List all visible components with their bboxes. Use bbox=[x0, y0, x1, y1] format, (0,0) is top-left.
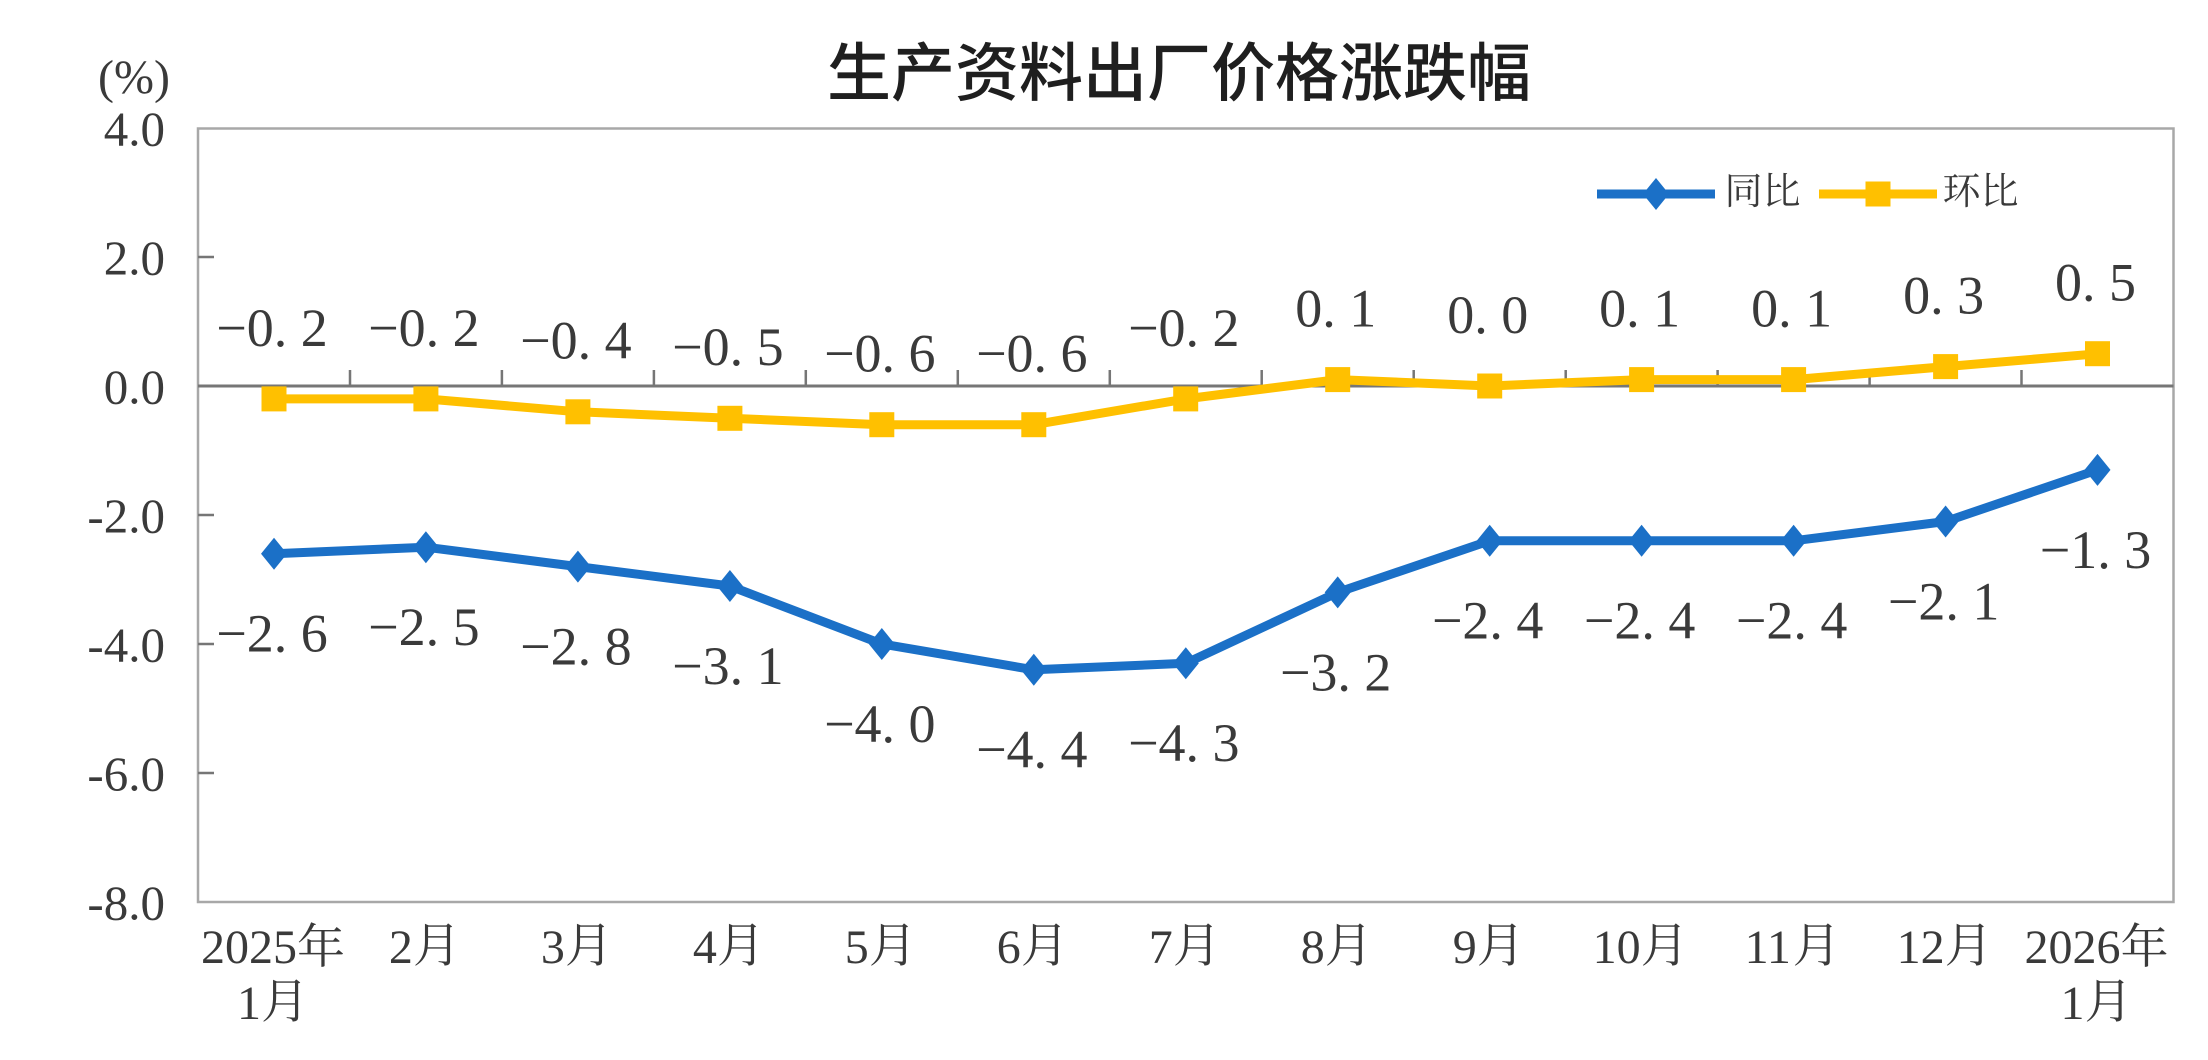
svg-text:0. 3: 0. 3 bbox=[1903, 266, 1984, 326]
svg-text:7: 7 bbox=[1149, 921, 1173, 974]
svg-text:−3. 2: −3. 2 bbox=[1280, 642, 1391, 702]
svg-text:9: 9 bbox=[1453, 921, 1477, 974]
svg-text:−0. 5: −0. 5 bbox=[672, 317, 783, 377]
svg-text:0. 1: 0. 1 bbox=[1751, 278, 1832, 338]
svg-text:4: 4 bbox=[693, 921, 717, 974]
svg-text:−2. 4: −2. 4 bbox=[1432, 591, 1543, 651]
svg-text:6: 6 bbox=[997, 921, 1021, 974]
svg-text:0. 0: 0. 0 bbox=[1447, 285, 1528, 345]
svg-text:(%): (%) bbox=[98, 51, 170, 104]
svg-text:−0. 2: −0. 2 bbox=[1128, 298, 1239, 358]
svg-text:-4.0: -4.0 bbox=[87, 618, 165, 673]
svg-text:0. 1: 0. 1 bbox=[1295, 278, 1376, 338]
svg-text:−0. 2: −0. 2 bbox=[368, 298, 479, 358]
svg-text:−2. 5: −2. 5 bbox=[368, 597, 479, 657]
svg-text:-6.0: -6.0 bbox=[87, 747, 165, 802]
svg-text:−4. 0: −4. 0 bbox=[824, 694, 935, 754]
svg-text:−2. 4: −2. 4 bbox=[1736, 591, 1847, 651]
svg-text:−2. 6: −2. 6 bbox=[216, 604, 327, 664]
svg-text:1: 1 bbox=[2061, 977, 2085, 1030]
svg-text:−2. 1: −2. 1 bbox=[1888, 571, 1999, 631]
svg-text:0.0: 0.0 bbox=[104, 360, 165, 415]
svg-text:−2. 8: −2. 8 bbox=[520, 617, 631, 677]
svg-text:−0. 2: −0. 2 bbox=[216, 298, 327, 358]
svg-text:−0. 4: −0. 4 bbox=[520, 311, 631, 371]
svg-text:10: 10 bbox=[1593, 921, 1641, 974]
svg-text:-2.0: -2.0 bbox=[87, 489, 165, 544]
svg-text:-8.0: -8.0 bbox=[87, 876, 165, 931]
svg-text:4.0: 4.0 bbox=[104, 102, 165, 157]
svg-text:2: 2 bbox=[389, 921, 413, 974]
svg-text:2025: 2025 bbox=[201, 921, 297, 974]
svg-text:−4. 3: −4. 3 bbox=[1128, 713, 1239, 773]
svg-text:12: 12 bbox=[1897, 921, 1945, 974]
svg-text:−4. 4: −4. 4 bbox=[976, 720, 1087, 780]
svg-text:0. 1: 0. 1 bbox=[1599, 278, 1680, 338]
svg-text:−0. 6: −0. 6 bbox=[824, 324, 935, 384]
svg-text:11: 11 bbox=[1745, 921, 1791, 974]
svg-text:−2. 4: −2. 4 bbox=[1584, 591, 1695, 651]
svg-text:3: 3 bbox=[541, 921, 565, 974]
svg-text:5: 5 bbox=[845, 921, 869, 974]
svg-text:−3. 1: −3. 1 bbox=[672, 636, 783, 696]
svg-text:1: 1 bbox=[237, 977, 261, 1030]
svg-text:−0. 6: −0. 6 bbox=[976, 324, 1087, 384]
svg-text:−1. 3: −1. 3 bbox=[2040, 520, 2151, 580]
svg-text:2026: 2026 bbox=[2025, 921, 2121, 974]
svg-text:0. 5: 0. 5 bbox=[2055, 253, 2136, 313]
svg-text:8: 8 bbox=[1301, 921, 1325, 974]
svg-text:2.0: 2.0 bbox=[104, 231, 165, 286]
